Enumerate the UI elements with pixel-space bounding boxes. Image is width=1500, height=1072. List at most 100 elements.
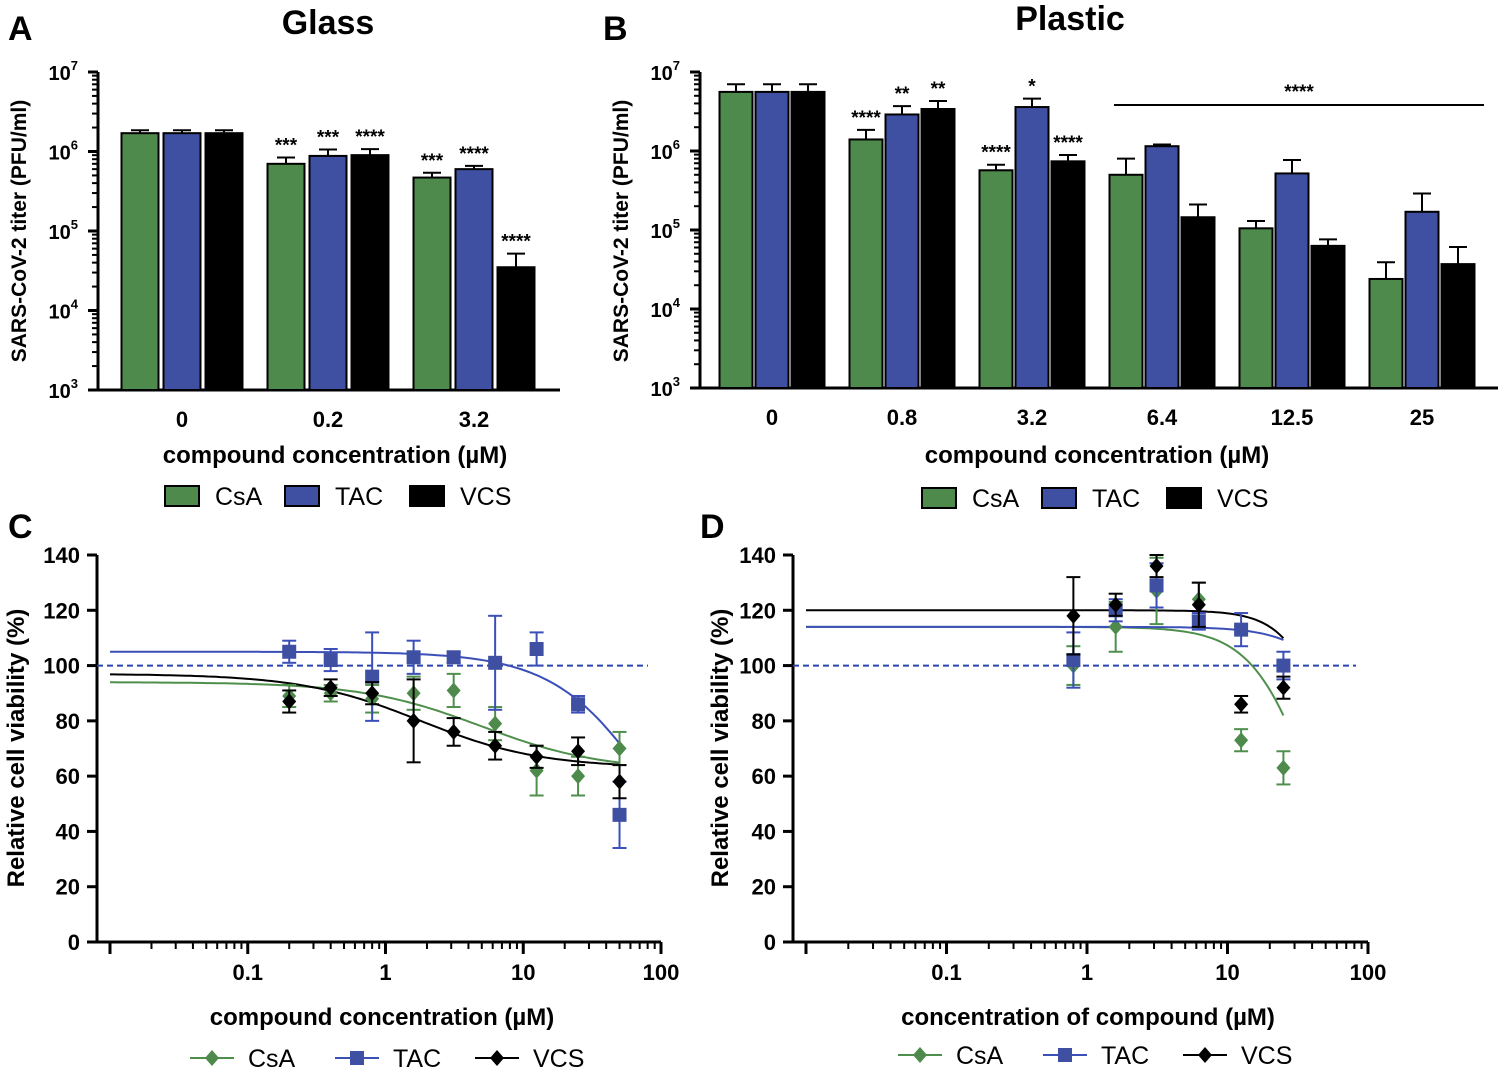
fit-curve-csa bbox=[110, 681, 620, 764]
y-tick-label: 105 bbox=[651, 216, 680, 243]
bar-csa bbox=[266, 162, 306, 391]
y-tick-exponent: 4 bbox=[71, 297, 79, 312]
bar-tac bbox=[1274, 172, 1310, 389]
panel-b-title: Plastic bbox=[1015, 0, 1125, 38]
bar-csa bbox=[978, 169, 1014, 389]
fit-curve-tac bbox=[110, 650, 621, 745]
bar-tac bbox=[308, 154, 348, 391]
panel-d-ylabel: Relative cell viability (%) bbox=[707, 609, 734, 888]
panel-letter-d: D bbox=[700, 508, 725, 546]
bar-csa bbox=[848, 138, 884, 389]
x-tick-label: 25 bbox=[1410, 405, 1434, 430]
y-tick-label: 107 bbox=[651, 58, 680, 85]
y-tick-exponent: 5 bbox=[673, 216, 680, 231]
y-tick-exponent: 4 bbox=[673, 295, 681, 310]
data-point-vcs bbox=[1276, 679, 1291, 696]
data-point-tac bbox=[1234, 622, 1249, 637]
data-point-vcs bbox=[446, 723, 461, 740]
x-tick-label: 0 bbox=[176, 407, 188, 432]
data-point-tac bbox=[365, 669, 380, 684]
legend-swatch-vcs bbox=[409, 485, 445, 507]
legend-label: VCS bbox=[1217, 485, 1268, 513]
significance-label: *** bbox=[317, 127, 340, 148]
x-tick-label: 3.2 bbox=[1017, 405, 1048, 430]
panel-a-xlabel: compound concentration (µM) bbox=[163, 442, 507, 469]
x-tick-label: 3.2 bbox=[459, 407, 490, 432]
panel-c-plot: 0 20 40 60 80 100 120 140 0.1 1 10 100 bbox=[43, 543, 679, 985]
x-tick-label: 1 bbox=[379, 960, 391, 985]
legend-label: TAC bbox=[335, 483, 383, 511]
data-point-csa bbox=[612, 740, 627, 757]
y-tick-label: 106 bbox=[49, 138, 78, 165]
significance-label: **** bbox=[981, 143, 1011, 164]
legend-label: CsA bbox=[956, 1042, 1004, 1070]
legend-marker-vcs bbox=[1198, 1047, 1212, 1063]
bar-tac bbox=[1144, 145, 1180, 389]
bar-vcs bbox=[790, 90, 826, 389]
y-tick-label: 0 bbox=[764, 930, 776, 955]
legend-label: TAC bbox=[1092, 485, 1140, 513]
legend-label: VCS bbox=[533, 1045, 584, 1072]
x-tick-label: 100 bbox=[643, 960, 680, 985]
data-point-csa bbox=[529, 762, 544, 779]
legend-swatch-csa bbox=[921, 487, 957, 509]
bar-vcs bbox=[1050, 160, 1086, 389]
data-point-vcs bbox=[1108, 596, 1123, 613]
bar-csa bbox=[718, 90, 754, 389]
bar-tac bbox=[162, 132, 202, 391]
y-tick-label: 60 bbox=[752, 764, 776, 789]
y-tick-label: 104 bbox=[651, 295, 681, 322]
legend-label: CsA bbox=[248, 1045, 296, 1072]
y-tick-label: 120 bbox=[739, 598, 776, 623]
y-tick-label: 140 bbox=[43, 543, 80, 568]
data-point-csa bbox=[571, 768, 586, 785]
legend-swatch-vcs bbox=[1166, 487, 1202, 509]
fit-curve-vcs bbox=[806, 609, 1285, 639]
y-tick-label: 80 bbox=[56, 709, 80, 734]
bar-vcs bbox=[350, 154, 390, 391]
data-point-vcs bbox=[1149, 558, 1164, 575]
data-point-tac bbox=[1149, 578, 1164, 593]
legend-swatch-tac bbox=[284, 485, 320, 507]
x-tick-label: 1 bbox=[1081, 960, 1093, 985]
y-tick-exponent: 6 bbox=[673, 137, 680, 152]
data-point-vcs bbox=[1191, 596, 1206, 613]
x-tick-label: 6.4 bbox=[1147, 405, 1178, 430]
bar-vcs bbox=[496, 266, 536, 391]
bar-csa bbox=[1368, 277, 1404, 390]
x-tick-label: 12.5 bbox=[1271, 405, 1314, 430]
bar-tac bbox=[1014, 106, 1050, 390]
y-tick-label: 20 bbox=[752, 875, 776, 900]
fit-curve-vcs bbox=[110, 673, 620, 766]
y-tick-exponent: 3 bbox=[673, 374, 680, 389]
legend-marker-tac bbox=[1058, 1048, 1072, 1062]
x-tick-label: 0.1 bbox=[232, 960, 263, 985]
bar-csa bbox=[412, 176, 452, 391]
y-tick-label: 60 bbox=[56, 764, 80, 789]
bar-vcs bbox=[1180, 216, 1216, 389]
bar-csa bbox=[1238, 227, 1274, 389]
significance-label: * bbox=[1028, 77, 1036, 98]
bar-tac bbox=[1404, 210, 1440, 389]
bar-tac bbox=[754, 90, 790, 389]
panel-d-plot: 0 20 40 60 80 100 120 140 0.1 1 10 100 bbox=[739, 543, 1386, 985]
legend-swatch-csa bbox=[164, 485, 200, 507]
data-point-vcs bbox=[571, 743, 586, 760]
legend-label: CsA bbox=[972, 485, 1020, 513]
y-tick-label: 40 bbox=[56, 819, 80, 844]
legend-label: CsA bbox=[215, 483, 263, 511]
data-point-vcs bbox=[1234, 696, 1249, 713]
x-tick-label: 10 bbox=[1215, 960, 1239, 985]
bar-tac bbox=[884, 113, 920, 390]
y-tick-exponent: 3 bbox=[71, 376, 78, 391]
data-point-csa bbox=[1234, 732, 1249, 749]
data-point-tac bbox=[488, 655, 503, 670]
data-point-tac bbox=[1276, 658, 1291, 673]
y-tick-label: 0 bbox=[68, 930, 80, 955]
x-tick-label: 0.1 bbox=[931, 960, 962, 985]
significance-label: *** bbox=[421, 151, 444, 172]
significance-label: **** bbox=[501, 232, 531, 253]
